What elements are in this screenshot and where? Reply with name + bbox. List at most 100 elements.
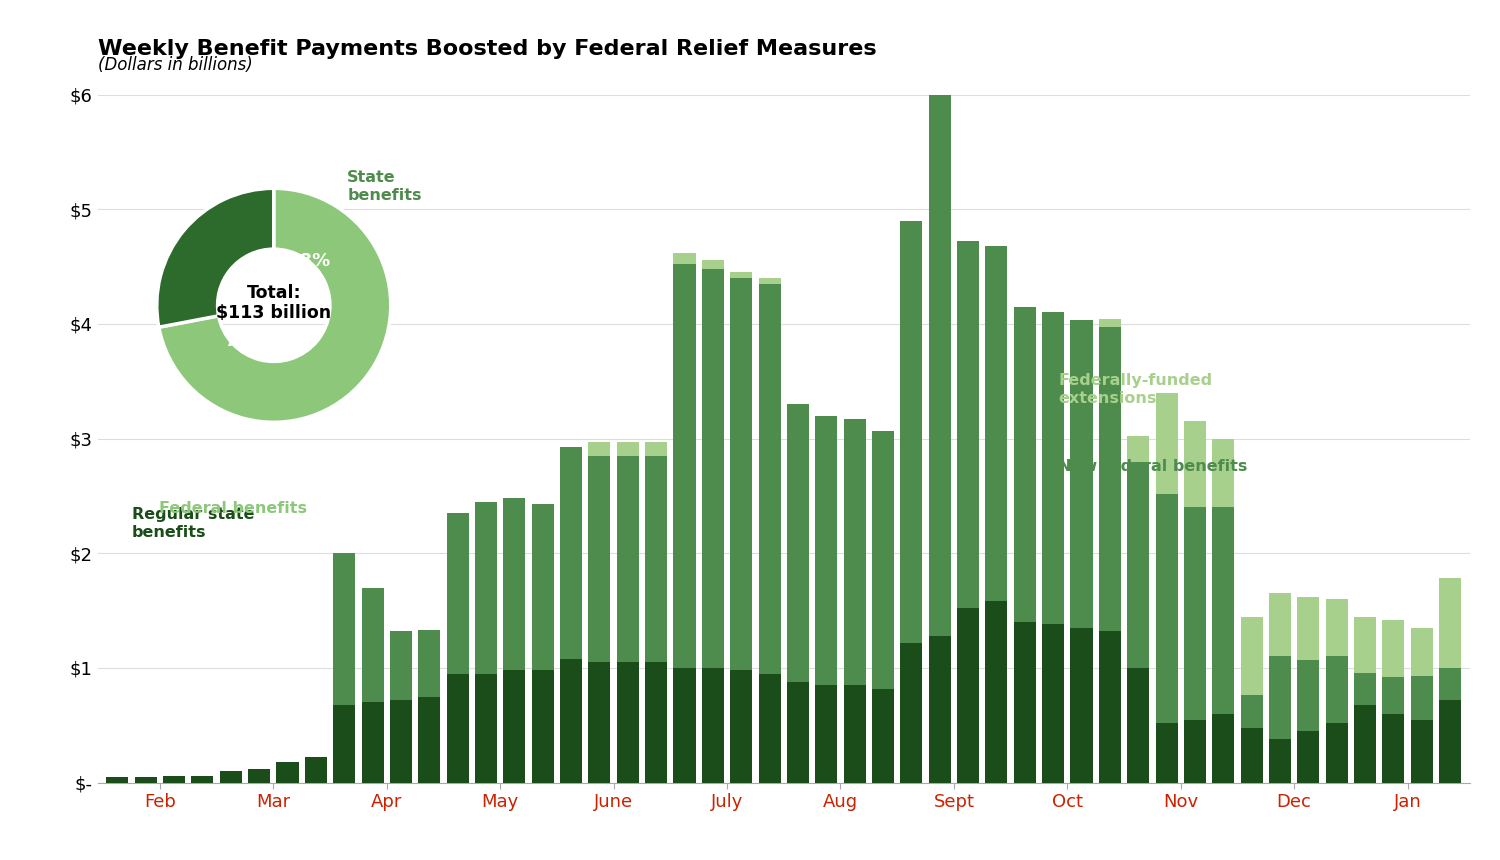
Bar xyxy=(531,670,554,783)
Bar xyxy=(702,269,724,668)
Bar xyxy=(759,278,780,284)
Text: State
benefits: State benefits xyxy=(348,170,422,203)
Bar xyxy=(1212,439,1234,507)
Bar xyxy=(730,670,753,783)
Bar xyxy=(362,587,384,703)
Bar xyxy=(419,697,441,783)
Bar xyxy=(1155,393,1178,494)
Bar xyxy=(560,446,582,659)
Bar xyxy=(476,673,496,783)
Bar xyxy=(135,777,158,783)
Bar xyxy=(1410,628,1432,676)
Bar xyxy=(1100,319,1120,328)
Bar xyxy=(1298,731,1320,783)
Bar xyxy=(788,682,808,783)
Wedge shape xyxy=(159,188,390,422)
Bar xyxy=(447,513,468,673)
Bar xyxy=(871,689,894,783)
Bar xyxy=(248,769,270,783)
Bar xyxy=(504,670,525,783)
Bar xyxy=(588,662,610,783)
Bar xyxy=(362,703,384,783)
Bar xyxy=(390,631,412,700)
Bar xyxy=(1126,436,1149,462)
Bar xyxy=(1438,579,1461,668)
Bar xyxy=(616,662,639,783)
Bar xyxy=(588,442,610,456)
Bar xyxy=(333,553,356,704)
Bar xyxy=(674,264,696,668)
Bar xyxy=(560,659,582,783)
Bar xyxy=(730,273,753,278)
Bar xyxy=(843,685,866,783)
Bar xyxy=(957,242,980,608)
Bar xyxy=(219,771,242,783)
Bar xyxy=(1326,599,1348,656)
Bar xyxy=(702,668,724,783)
Bar xyxy=(702,260,724,269)
Bar xyxy=(1184,720,1206,783)
Bar xyxy=(645,662,668,783)
Wedge shape xyxy=(158,188,274,327)
Text: Federal benefits: Federal benefits xyxy=(159,501,308,515)
Bar xyxy=(900,642,922,783)
Bar xyxy=(1240,617,1263,696)
Bar xyxy=(1383,620,1404,677)
Bar xyxy=(843,419,866,685)
Bar xyxy=(1071,628,1092,783)
Bar xyxy=(1212,714,1234,783)
Bar xyxy=(1298,597,1320,660)
Bar xyxy=(1100,328,1120,631)
Bar xyxy=(1383,714,1404,783)
Bar xyxy=(900,221,922,642)
Bar xyxy=(815,415,837,685)
Text: Federally-funded
extensions: Federally-funded extensions xyxy=(1059,373,1212,406)
Bar xyxy=(1240,696,1263,728)
Bar xyxy=(333,704,356,783)
Text: Regular state
benefits: Regular state benefits xyxy=(132,507,255,540)
Text: Weekly Benefit Payments Boosted by Federal Relief Measures: Weekly Benefit Payments Boosted by Feder… xyxy=(98,39,876,58)
Bar xyxy=(1042,624,1064,783)
Bar xyxy=(674,253,696,264)
Bar xyxy=(1184,421,1206,507)
Bar xyxy=(476,501,496,673)
Bar xyxy=(1014,622,1036,783)
Text: 28%: 28% xyxy=(286,252,330,270)
Bar xyxy=(192,776,213,783)
Bar xyxy=(1269,593,1292,656)
Bar xyxy=(1326,656,1348,723)
Bar xyxy=(1298,660,1320,731)
Text: Total:
$113 billion: Total: $113 billion xyxy=(216,284,332,322)
Bar xyxy=(645,442,668,456)
Bar xyxy=(1240,728,1263,783)
Bar xyxy=(1155,723,1178,783)
Bar xyxy=(1071,321,1092,628)
Bar xyxy=(986,246,1008,601)
Bar xyxy=(1354,617,1376,673)
Bar xyxy=(1184,507,1206,720)
Bar xyxy=(1410,720,1432,783)
Bar xyxy=(504,498,525,670)
Bar xyxy=(1212,507,1234,714)
Bar xyxy=(645,456,668,662)
Bar xyxy=(986,601,1008,783)
Bar xyxy=(1354,673,1376,704)
Bar xyxy=(1383,677,1404,714)
Bar xyxy=(1014,307,1036,622)
Bar xyxy=(588,456,610,662)
Bar xyxy=(106,777,129,783)
Text: (Dollars in billions): (Dollars in billions) xyxy=(98,56,252,74)
Bar xyxy=(1438,668,1461,700)
Bar xyxy=(759,284,780,673)
Bar xyxy=(164,776,184,783)
Text: 72%: 72% xyxy=(225,331,272,350)
Bar xyxy=(616,456,639,662)
Bar xyxy=(1126,668,1149,783)
Bar xyxy=(390,700,412,783)
Bar xyxy=(674,668,696,783)
Bar xyxy=(447,673,468,783)
Bar xyxy=(419,630,441,697)
Bar xyxy=(1326,723,1348,783)
Bar xyxy=(1126,462,1149,668)
Text: New federal benefits: New federal benefits xyxy=(1059,459,1248,474)
